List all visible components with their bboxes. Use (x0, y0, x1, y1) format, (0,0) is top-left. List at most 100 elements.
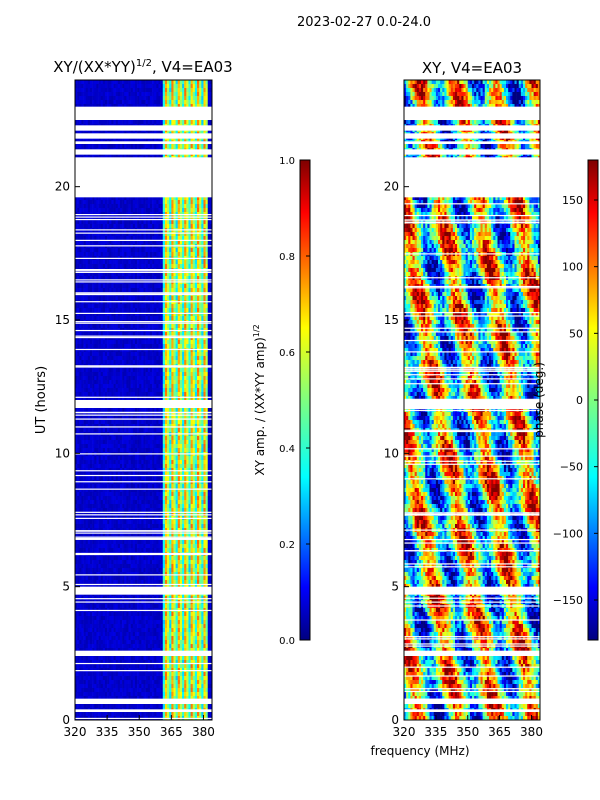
colorbar-tick-label: 50 (569, 327, 583, 340)
flagged-row (404, 370, 540, 372)
data-gap-band (404, 149, 540, 155)
data-gap-band (404, 709, 540, 712)
flagged-row (75, 239, 212, 241)
amplitude-colorbar-ticks: 0.0 0.2 0.4 0.6 0.8 1.0 (279, 156, 310, 647)
flagged-row (404, 221, 540, 223)
flagged-row (404, 430, 540, 433)
flagged-row (75, 426, 212, 428)
flagged-row (404, 605, 540, 607)
flagged-row (404, 285, 540, 288)
y-tick-label: 0 (391, 713, 399, 727)
y-tick-label: 15 (384, 313, 399, 327)
y-tick-label: 5 (62, 580, 70, 594)
flagged-row (404, 253, 540, 255)
flagged-row (404, 383, 540, 385)
flagged-row (75, 552, 212, 555)
flagged-row (404, 367, 540, 369)
flagged-row (75, 511, 212, 513)
flagged-row (75, 257, 212, 259)
flagged-row (404, 203, 540, 205)
flagged-row (75, 474, 212, 477)
flagged-row (75, 583, 212, 586)
phase-panel-title: XY, V4=EA03 (422, 59, 522, 77)
amplitude-panel: XY/(XX*YY)1/2, V4=EA03 320 335 350 365 380 0… (34, 58, 311, 739)
heatmap-cells-1 (404, 80, 540, 720)
flagged-row (404, 448, 540, 450)
flagged-row (404, 351, 540, 353)
y-tick-label: 15 (55, 313, 70, 327)
flagged-row (75, 245, 212, 247)
flagged-row (75, 301, 212, 303)
colorbar-tick-label: 0.4 (279, 444, 295, 455)
x-tick-label: 380 (520, 725, 543, 739)
data-gap-band (75, 698, 212, 704)
flagged-row (75, 293, 212, 296)
amplitude-heatmap (75, 80, 212, 720)
flagged-row (404, 601, 540, 603)
flagged-row (404, 675, 540, 677)
colorbar-tick-label: 1.0 (279, 156, 295, 167)
phase-heatmap (404, 80, 540, 720)
flagged-row (404, 688, 540, 690)
flagged-row (75, 537, 212, 540)
flagged-row (404, 331, 540, 333)
flagged-row (75, 470, 212, 472)
x-tick-label: 335 (424, 725, 447, 739)
flagged-row (75, 609, 212, 612)
flagged-row (404, 378, 540, 380)
x-tick-label: 320 (64, 725, 87, 739)
phase-panel: XY, V4=EA03 320 335 350 365 380 0 5 10 15 20 fre… (370, 59, 599, 758)
flagged-row (404, 619, 540, 621)
flagged-row (404, 690, 540, 693)
flagged-row (404, 327, 540, 329)
amplitude-plot-frame (74, 79, 213, 721)
data-gap-band (404, 133, 540, 139)
amplitude-panel-title: XY/(XX*YY)1/2, V4=EA03 (53, 58, 232, 76)
flagged-row (404, 590, 540, 592)
flagged-row (404, 636, 540, 638)
data-gap-band (404, 698, 540, 704)
flagged-row (75, 281, 212, 283)
data-gap-band (404, 106, 540, 120)
flagged-row (404, 566, 540, 568)
x-tick-label: 350 (128, 725, 151, 739)
data-gaps-1 (404, 106, 540, 712)
flagged-row (75, 488, 212, 490)
amplitude-colorbar-label: XY amp. / (XX*YY amp)1/2 (252, 324, 267, 475)
flagged-row (75, 271, 212, 273)
flagged-row (75, 538, 212, 540)
flagged-row (404, 478, 540, 480)
y-tick-label: 20 (55, 180, 70, 194)
flagged-row (75, 214, 212, 216)
x-tick-label: 320 (393, 725, 416, 739)
colorbar-tick-label: 0.6 (279, 348, 295, 359)
y-tick-label: 5 (391, 580, 399, 594)
data-gap-band (75, 133, 212, 139)
x-tick-label: 350 (456, 725, 479, 739)
phase-plot-frame (403, 79, 541, 721)
flagged-row (404, 369, 540, 371)
flagged-row (404, 538, 540, 541)
flagged-row (404, 529, 540, 531)
flagged-row (75, 292, 212, 294)
flagged-row (75, 418, 212, 420)
x-tick-label: 365 (160, 725, 183, 739)
data-gap-band (75, 141, 212, 144)
phase-y-ticks: 0 5 10 15 20 (384, 180, 409, 727)
flagged-row (75, 232, 212, 234)
shared-xlabel: frequency (MHz) (370, 744, 469, 758)
data-gap-band (75, 400, 212, 408)
flagged-row (404, 463, 540, 465)
flagged-row (75, 336, 212, 339)
y-tick-label: 10 (55, 446, 70, 460)
colorbar-tick-label: 150 (562, 194, 583, 207)
amplitude-ylabel: UT (hours) (34, 366, 49, 434)
phase-colorbar-ticks: −150 −100 −50 0 50 100 150 (553, 194, 598, 607)
flagged-row (404, 403, 540, 405)
data-gap-band (404, 125, 540, 131)
flagged-row (404, 287, 540, 289)
flagged-row (75, 414, 212, 416)
flagged-row (404, 312, 540, 314)
flagged-row (75, 532, 212, 534)
